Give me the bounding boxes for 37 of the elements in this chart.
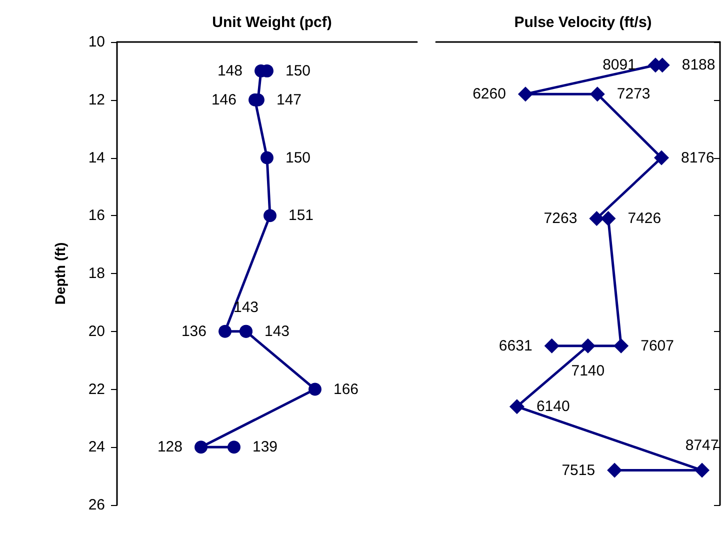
y-tick-label: 26 [88, 496, 105, 514]
data-label: 150 [286, 62, 311, 80]
data-label: 8091 [602, 56, 636, 74]
data-label: 7515 [562, 462, 596, 479]
chart-title: Unit Weight (pcf) [212, 14, 332, 31]
data-label: 6260 [472, 86, 506, 103]
data-label: 8176 [680, 149, 714, 166]
y-tick-label: 12 [88, 91, 105, 108]
data-label: 7607 [640, 337, 674, 354]
data-label: 8188 [682, 56, 716, 74]
y-tick-label: 18 [88, 265, 105, 282]
y-tick-label: 24 [88, 438, 105, 456]
data-label: 128 [157, 438, 182, 456]
y-axis-title: Depth (ft) [52, 242, 68, 305]
y-tick-label: 14 [88, 149, 105, 166]
data-label: 146 [211, 91, 236, 108]
data-label: 6631 [498, 337, 532, 354]
y-tick-label: 16 [88, 207, 105, 224]
data-label: 166 [334, 380, 359, 398]
data-label: 7263 [544, 210, 578, 228]
data-label: 7273 [616, 86, 650, 103]
data-label: 147 [276, 91, 302, 108]
data-label: 151 [288, 207, 314, 224]
y-tick-label: 10 [88, 34, 105, 50]
data-label: 136 [181, 322, 206, 340]
y-tick-label: 20 [88, 322, 105, 340]
data-label: 7426 [628, 210, 662, 228]
data-label: 143 [233, 298, 259, 316]
data-label: 143 [264, 322, 290, 340]
data-label: 148 [217, 62, 242, 80]
data-label: 6140 [536, 398, 570, 416]
y-tick-label: 22 [88, 380, 105, 398]
data-label: 139 [252, 438, 278, 456]
data-label: 150 [286, 149, 311, 166]
data-label: 7140 [571, 362, 605, 380]
data-label: 8747 [685, 436, 719, 454]
chart-title: Pulse Velocity (ft/s) [514, 14, 652, 31]
